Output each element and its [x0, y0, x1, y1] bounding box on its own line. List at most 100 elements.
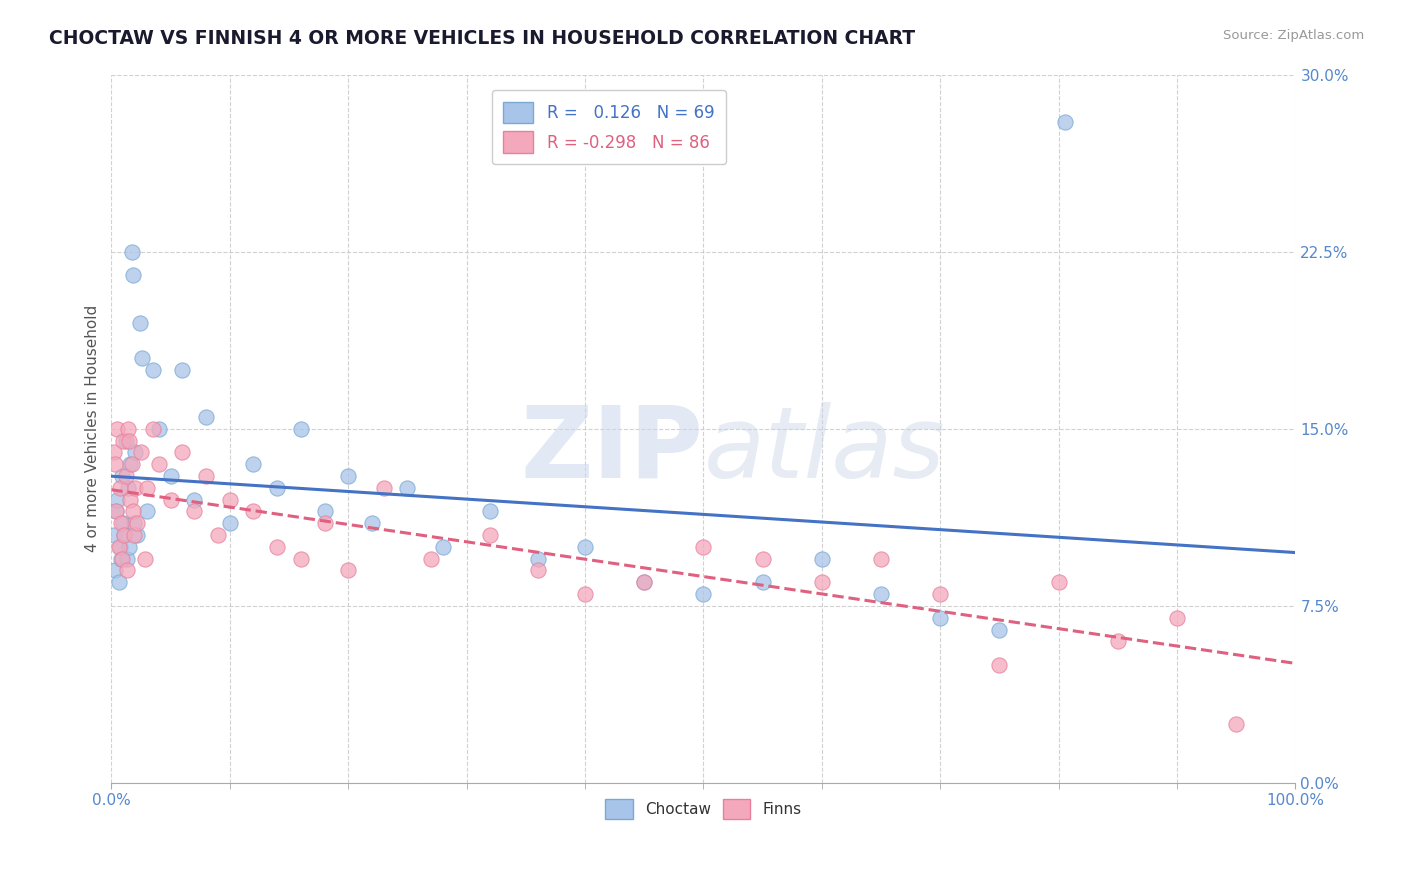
Point	[107, 540, 129, 554]
Point	[105, 422, 128, 436]
Point	[103, 445, 125, 459]
Point	[108, 540, 131, 554]
Point	[159, 492, 181, 507]
Point	[396, 481, 419, 495]
Point	[117, 481, 139, 495]
Point	[105, 504, 128, 518]
Point	[172, 445, 194, 459]
Point	[290, 551, 312, 566]
Point	[110, 516, 132, 531]
Point	[526, 564, 548, 578]
Text: CHOCTAW VS FINNISH 4 OR MORE VEHICLES IN HOUSEHOLD CORRELATION CHART: CHOCTAW VS FINNISH 4 OR MORE VEHICLES IN…	[49, 29, 915, 47]
Point	[266, 481, 288, 495]
Point	[114, 528, 136, 542]
Point	[751, 575, 773, 590]
Point	[1053, 114, 1076, 128]
Point	[104, 564, 127, 578]
Point	[112, 434, 135, 448]
Point	[574, 540, 596, 554]
Point	[988, 657, 1011, 672]
Point	[195, 469, 218, 483]
Point	[127, 516, 149, 531]
Point	[111, 469, 134, 483]
Point	[115, 551, 138, 566]
Point	[1047, 575, 1070, 590]
Point	[242, 504, 264, 518]
Point	[131, 351, 153, 365]
Point	[870, 551, 893, 566]
Point	[172, 363, 194, 377]
Point	[929, 611, 952, 625]
Point	[574, 587, 596, 601]
Point	[108, 481, 131, 495]
Point	[105, 504, 128, 518]
Point	[811, 551, 834, 566]
Point	[107, 575, 129, 590]
Point	[1225, 717, 1247, 731]
Point	[117, 422, 139, 436]
Point	[142, 363, 165, 377]
Point	[242, 457, 264, 471]
Point	[1166, 611, 1188, 625]
Point	[479, 528, 502, 542]
Point	[104, 457, 127, 471]
Point	[124, 445, 146, 459]
Point	[314, 504, 336, 518]
Point	[183, 504, 205, 518]
Point	[110, 551, 132, 566]
Point	[432, 540, 454, 554]
Text: atlas: atlas	[703, 401, 945, 499]
Point	[314, 516, 336, 531]
Point	[195, 409, 218, 424]
Point	[120, 457, 142, 471]
Point	[114, 469, 136, 483]
Point	[1107, 634, 1129, 648]
Point	[127, 528, 149, 542]
Point	[692, 587, 714, 601]
Point	[136, 481, 159, 495]
Point	[148, 422, 170, 436]
Legend: Choctaw, Finns: Choctaw, Finns	[599, 793, 808, 825]
Point	[142, 422, 165, 436]
Point	[115, 564, 138, 578]
Point	[114, 528, 136, 542]
Point	[811, 575, 834, 590]
Point	[183, 492, 205, 507]
Point	[633, 575, 655, 590]
Point	[218, 492, 240, 507]
Point	[136, 504, 159, 518]
Point	[751, 551, 773, 566]
Point	[105, 492, 128, 507]
Point	[134, 551, 156, 566]
Point	[103, 528, 125, 542]
Point	[122, 516, 145, 531]
Point	[420, 551, 443, 566]
Point	[692, 540, 714, 554]
Point	[988, 623, 1011, 637]
Point	[526, 551, 548, 566]
Point	[337, 469, 360, 483]
Text: Source: ZipAtlas.com: Source: ZipAtlas.com	[1223, 29, 1364, 42]
Point	[159, 469, 181, 483]
Point	[121, 504, 143, 518]
Point	[111, 551, 134, 566]
Y-axis label: 4 or more Vehicles in Household: 4 or more Vehicles in Household	[86, 305, 100, 552]
Point	[207, 528, 229, 542]
Point	[124, 481, 146, 495]
Point	[121, 244, 143, 259]
Point	[870, 587, 893, 601]
Point	[118, 540, 141, 554]
Text: ZIP: ZIP	[520, 401, 703, 499]
Point	[112, 516, 135, 531]
Point	[373, 481, 395, 495]
Point	[120, 492, 142, 507]
Point	[121, 457, 143, 471]
Point	[129, 445, 152, 459]
Point	[128, 316, 150, 330]
Point	[633, 575, 655, 590]
Point	[114, 434, 136, 448]
Point	[479, 504, 502, 518]
Point	[929, 587, 952, 601]
Point	[118, 434, 141, 448]
Point	[290, 422, 312, 436]
